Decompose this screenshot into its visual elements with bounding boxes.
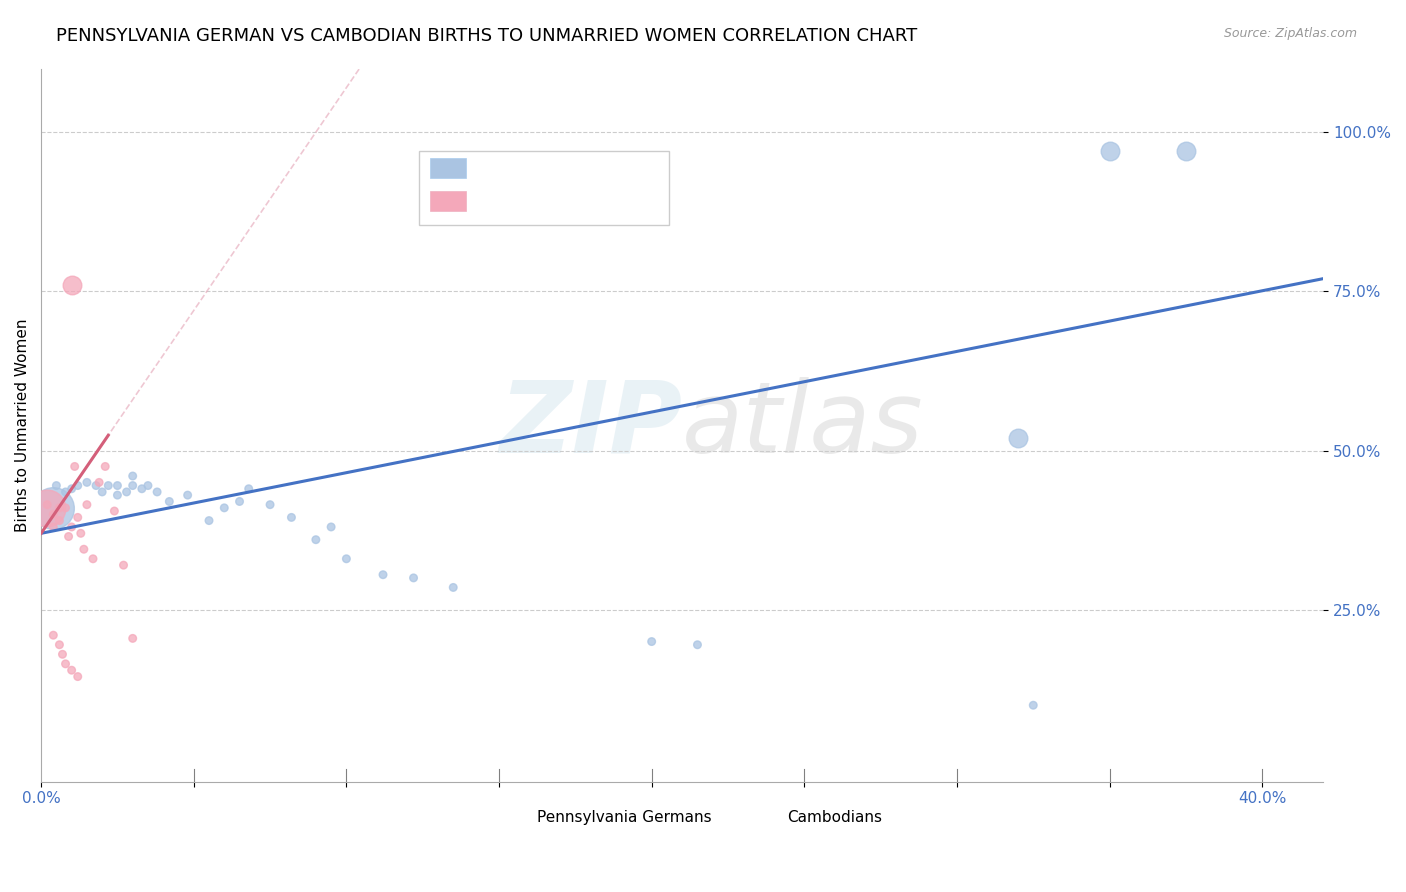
Point [60, 520, 83, 534]
Point [103, 504, 125, 518]
Point [66, 669, 89, 683]
Point [335, 551, 357, 566]
Point [48, 638, 70, 652]
Point [63, 459, 86, 474]
Point [84, 478, 107, 492]
Point [42, 507, 65, 521]
Text: ZIP: ZIP [499, 376, 682, 474]
Point [66, 510, 89, 524]
Point [73, 542, 96, 557]
Point [146, 484, 169, 499]
Point [51, 648, 73, 662]
Point [37, 498, 59, 512]
Bar [430, 191, 465, 211]
Point [228, 494, 250, 508]
Point [42, 520, 65, 534]
Point [259, 498, 281, 512]
Point [121, 469, 143, 483]
Text: R = 0.568   N = 20: R = 0.568 N = 20 [477, 195, 647, 213]
Point [94, 459, 117, 474]
Point [42, 500, 65, 515]
Point [37, 500, 59, 515]
Point [55, 657, 77, 671]
Point [91, 484, 114, 499]
Text: Pennsylvania Germans: Pennsylvania Germans [537, 810, 711, 825]
Point [371, 567, 394, 582]
Point [76, 498, 98, 512]
Point [280, 510, 302, 524]
Point [1174, 145, 1197, 159]
Point [198, 514, 221, 528]
Point [176, 488, 198, 502]
Point [121, 478, 143, 492]
Point [112, 558, 135, 573]
Point [115, 484, 138, 499]
FancyBboxPatch shape [419, 151, 669, 226]
Point [686, 638, 709, 652]
Point [214, 500, 236, 515]
Point [107, 488, 129, 502]
Text: R = 0.346   N = 34: R = 0.346 N = 34 [477, 163, 648, 181]
Point [48, 500, 70, 515]
Point [402, 571, 425, 585]
Point [82, 551, 104, 566]
Point [87, 475, 110, 490]
Point [157, 494, 180, 508]
Point [640, 634, 662, 648]
Point [1022, 698, 1045, 713]
Point [60, 278, 83, 293]
Point [97, 478, 120, 492]
Point [121, 632, 143, 646]
Text: atlas: atlas [682, 376, 924, 474]
Point [60, 663, 83, 677]
Point [441, 581, 464, 595]
Point [305, 533, 328, 547]
Point [48, 514, 70, 528]
Point [55, 500, 77, 515]
Point [131, 482, 153, 496]
Point [60, 482, 83, 496]
Point [55, 484, 77, 499]
Point [136, 478, 159, 492]
Point [1098, 145, 1121, 159]
Text: PENNSYLVANIA GERMAN VS CAMBODIAN BIRTHS TO UNMARRIED WOMEN CORRELATION CHART: PENNSYLVANIA GERMAN VS CAMBODIAN BIRTHS … [56, 27, 918, 45]
Point [58, 529, 80, 543]
Point [69, 526, 91, 541]
Point [321, 520, 343, 534]
Bar [503, 813, 531, 828]
Point [66, 478, 89, 492]
Point [107, 478, 129, 492]
Bar [752, 813, 780, 828]
Text: Source: ZipAtlas.com: Source: ZipAtlas.com [1223, 27, 1357, 40]
Point [42, 628, 65, 642]
Bar [430, 158, 465, 178]
Point [45, 478, 67, 492]
Point [1007, 431, 1029, 445]
Text: Cambodians: Cambodians [787, 810, 883, 825]
Point [238, 482, 260, 496]
Point [76, 475, 98, 490]
Y-axis label: Births to Unmarried Women: Births to Unmarried Women [15, 318, 30, 532]
